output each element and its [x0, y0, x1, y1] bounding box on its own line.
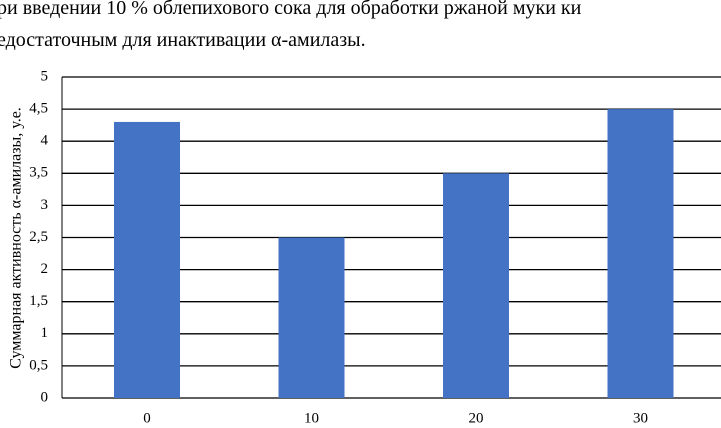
y-axis-label: Суммарная активность α-амилазы, у.е. [8, 107, 25, 369]
x-tick-label: 20 [469, 410, 484, 426]
x-tick-label: 30 [633, 410, 648, 426]
x-tick-label: 10 [304, 410, 319, 426]
y-tick-label: 0,5 [29, 357, 48, 373]
paragraph-line: едостаточным для инактивации α-амилазы. [0, 29, 366, 51]
bar [607, 109, 674, 398]
y-tick-label: 2,5 [29, 229, 48, 245]
y-tick-label: 4,5 [29, 101, 48, 117]
bar [278, 237, 345, 398]
x-tick-label: 0 [143, 410, 151, 426]
y-tick-label: 1,5 [29, 293, 48, 309]
bar [114, 121, 180, 398]
y-tick-label: 4 [41, 133, 49, 149]
y-tick-label: 1 [41, 325, 49, 341]
bar [443, 173, 509, 398]
y-tick-label: 3,5 [29, 165, 48, 181]
y-tick-label: 5 [41, 68, 49, 84]
y-tick-label: 2 [41, 261, 49, 277]
y-tick-label: 3 [41, 197, 49, 213]
y-tick-label: 0 [41, 389, 49, 405]
paragraph-line: ри введении 10 % облепихового сока для о… [0, 0, 582, 19]
